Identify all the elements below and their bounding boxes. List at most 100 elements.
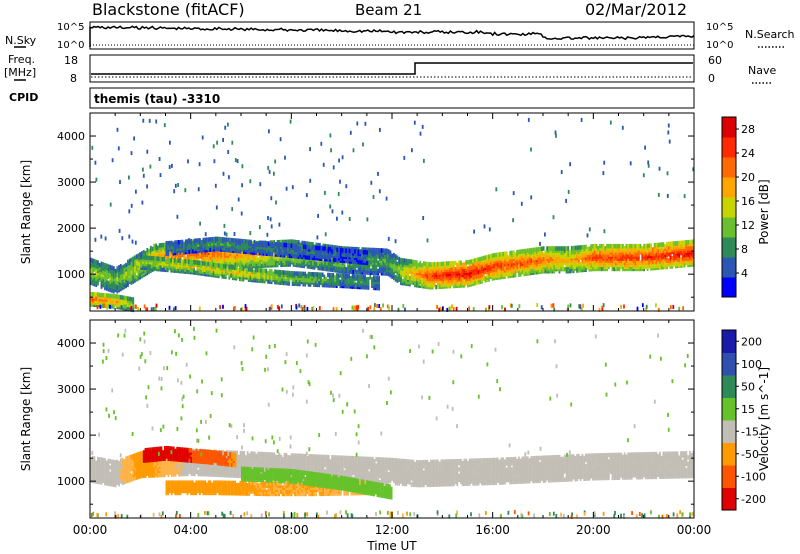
- data-cell: [234, 242, 236, 247]
- data-cell: [232, 253, 235, 259]
- data-cell: [305, 273, 308, 279]
- data-cell: [278, 258, 281, 263]
- data-cell: [241, 243, 244, 248]
- data-cell: [500, 252, 503, 257]
- data-cell: [391, 253, 393, 259]
- data-cell: [681, 240, 684, 245]
- data-cell: [260, 274, 262, 279]
- data-cell: [597, 266, 600, 272]
- data-cell: [204, 237, 207, 243]
- data-cell: [199, 252, 201, 257]
- data-cell: [555, 246, 557, 251]
- data-cell: [112, 280, 115, 286]
- data-cell: [657, 242, 660, 248]
- data-cell: [262, 240, 265, 246]
- data-cell: [357, 274, 359, 279]
- data-cell: [283, 276, 285, 281]
- data-cell: [105, 280, 108, 285]
- data-cell: [269, 256, 272, 262]
- data-cell: [186, 239, 189, 244]
- data-cell: [356, 269, 358, 275]
- data-cell: [475, 266, 478, 271]
- data-cell: [687, 239, 689, 245]
- data-cell: [351, 274, 354, 279]
- data-cell: [181, 252, 184, 258]
- data-cell: [444, 265, 446, 271]
- data-cell: [372, 275, 375, 280]
- data-cell: [366, 270, 369, 275]
- data-cell: [667, 245, 670, 251]
- data-cell: [154, 256, 157, 261]
- data-cell: [165, 259, 167, 264]
- data-cell: [449, 267, 452, 272]
- data-cell: [281, 278, 284, 283]
- data-cell: [516, 249, 519, 255]
- data-cell: [412, 274, 415, 279]
- data-cell: [179, 266, 181, 272]
- data-cell: [274, 241, 277, 247]
- data-cell: [678, 263, 681, 268]
- data-cell: [145, 255, 148, 260]
- data-cell: [410, 259, 413, 264]
- data-cell: [91, 258, 94, 263]
- data-cell: [308, 255, 310, 260]
- data-cell: [341, 277, 343, 282]
- data-cell: [354, 246, 357, 252]
- data-cell: [537, 257, 540, 262]
- data-cell: [667, 241, 670, 247]
- data-cell: [376, 275, 379, 280]
- data-cell: [182, 260, 185, 266]
- power-data: [90, 117, 695, 313]
- data-cell: [318, 246, 321, 251]
- data-cell: [268, 269, 271, 274]
- data-cell: [156, 256, 158, 261]
- data-cell: [322, 243, 325, 249]
- data-cell: [449, 261, 452, 266]
- data-cell: [306, 241, 309, 246]
- data-cell: [311, 245, 314, 250]
- data-cell: [560, 246, 563, 251]
- data-cell: [414, 259, 416, 265]
- cpid-panel: CPID themis (tau) -3310: [9, 87, 695, 109]
- data-cell: [405, 258, 408, 264]
- data-cell: [549, 246, 552, 251]
- data-cell: [219, 263, 222, 268]
- data-cell: [207, 237, 210, 242]
- data-cell: [302, 250, 305, 256]
- data-cell: [627, 258, 630, 263]
- data-cell: [435, 284, 438, 290]
- data-cell: [387, 257, 390, 262]
- data-cell: [144, 251, 147, 256]
- data-cell: [287, 239, 290, 244]
- data-cell: [172, 242, 175, 248]
- data-cell: [674, 255, 677, 261]
- data-cell: [666, 256, 668, 261]
- data-cell: [303, 240, 305, 246]
- data-cell: [548, 246, 550, 251]
- data-cell: [243, 239, 245, 244]
- data-cell: [393, 259, 395, 264]
- data-cell: [595, 243, 598, 249]
- data-cell: [320, 246, 323, 251]
- data-cell: [666, 241, 668, 247]
- data-cell: [334, 261, 337, 267]
- data-cell: [187, 269, 190, 275]
- data-cell: [334, 275, 336, 280]
- data-cell: [451, 261, 453, 266]
- data-cell: [208, 254, 210, 260]
- data-cell: [338, 266, 341, 271]
- data-cell: [653, 243, 656, 248]
- data-cell: [226, 266, 229, 272]
- cpid-label: CPID: [9, 91, 38, 104]
- data-cell: [650, 243, 652, 248]
- data-cell: [472, 262, 475, 268]
- data-cell: [299, 259, 302, 264]
- data-cell: [157, 256, 160, 262]
- data-cell: [225, 237, 228, 242]
- data-cell: [304, 271, 306, 277]
- data-cell: [653, 259, 656, 265]
- data-cell: [105, 284, 108, 289]
- data-cell: [467, 266, 469, 271]
- data-cell: [238, 262, 240, 267]
- data-cell: [160, 243, 163, 248]
